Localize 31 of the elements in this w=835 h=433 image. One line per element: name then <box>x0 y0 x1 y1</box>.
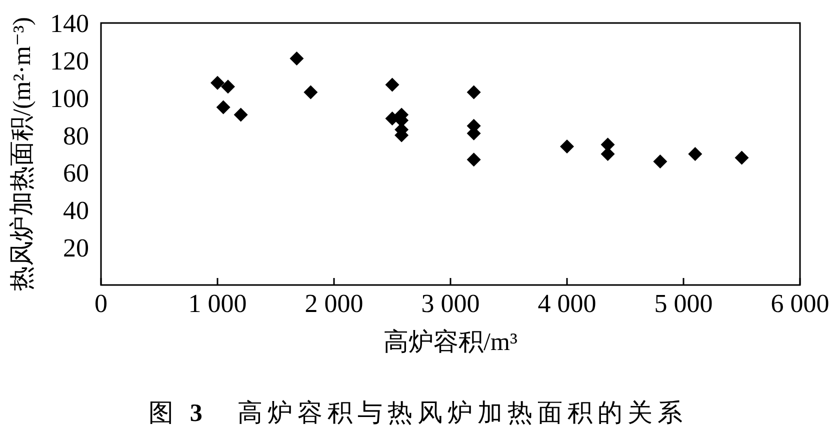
y-label: 热风炉加热面积/(m²·m⁻³) <box>9 17 36 291</box>
point <box>466 85 481 100</box>
y-tick-label: 100 <box>50 83 89 112</box>
x-tick-label: 6 000 <box>770 289 830 318</box>
x-tick-label: 2 000 <box>304 289 364 318</box>
point <box>220 80 235 94</box>
x-tick-label: 3 000 <box>421 289 480 318</box>
point <box>304 85 318 100</box>
point <box>216 100 230 114</box>
point <box>385 78 400 92</box>
y-tick-label: 120 <box>50 46 89 75</box>
point <box>210 76 224 90</box>
point <box>290 52 304 66</box>
y-tick-label: 60 <box>63 158 89 188</box>
y-tick-label: 20 <box>63 233 89 262</box>
point <box>653 154 668 168</box>
point <box>600 147 615 161</box>
y-tick-label: 80 <box>63 120 89 150</box>
x-tick-label: 4 000 <box>538 289 596 318</box>
title: 图 3 高炉容积与热风炉加热面积的关系 <box>148 400 688 427</box>
point <box>688 147 702 161</box>
x-tick-label: 5 000 <box>654 289 713 318</box>
x-label: 高炉容积/m³ <box>384 329 518 356</box>
x-tick-label: 1 000 <box>188 289 247 318</box>
point <box>234 108 248 122</box>
y-tick-label: 140 <box>50 8 89 38</box>
point <box>466 152 481 167</box>
point <box>560 140 574 154</box>
y-tick-label: 40 <box>63 196 89 225</box>
x-tick-label: 0 <box>94 289 108 318</box>
point <box>734 150 749 165</box>
